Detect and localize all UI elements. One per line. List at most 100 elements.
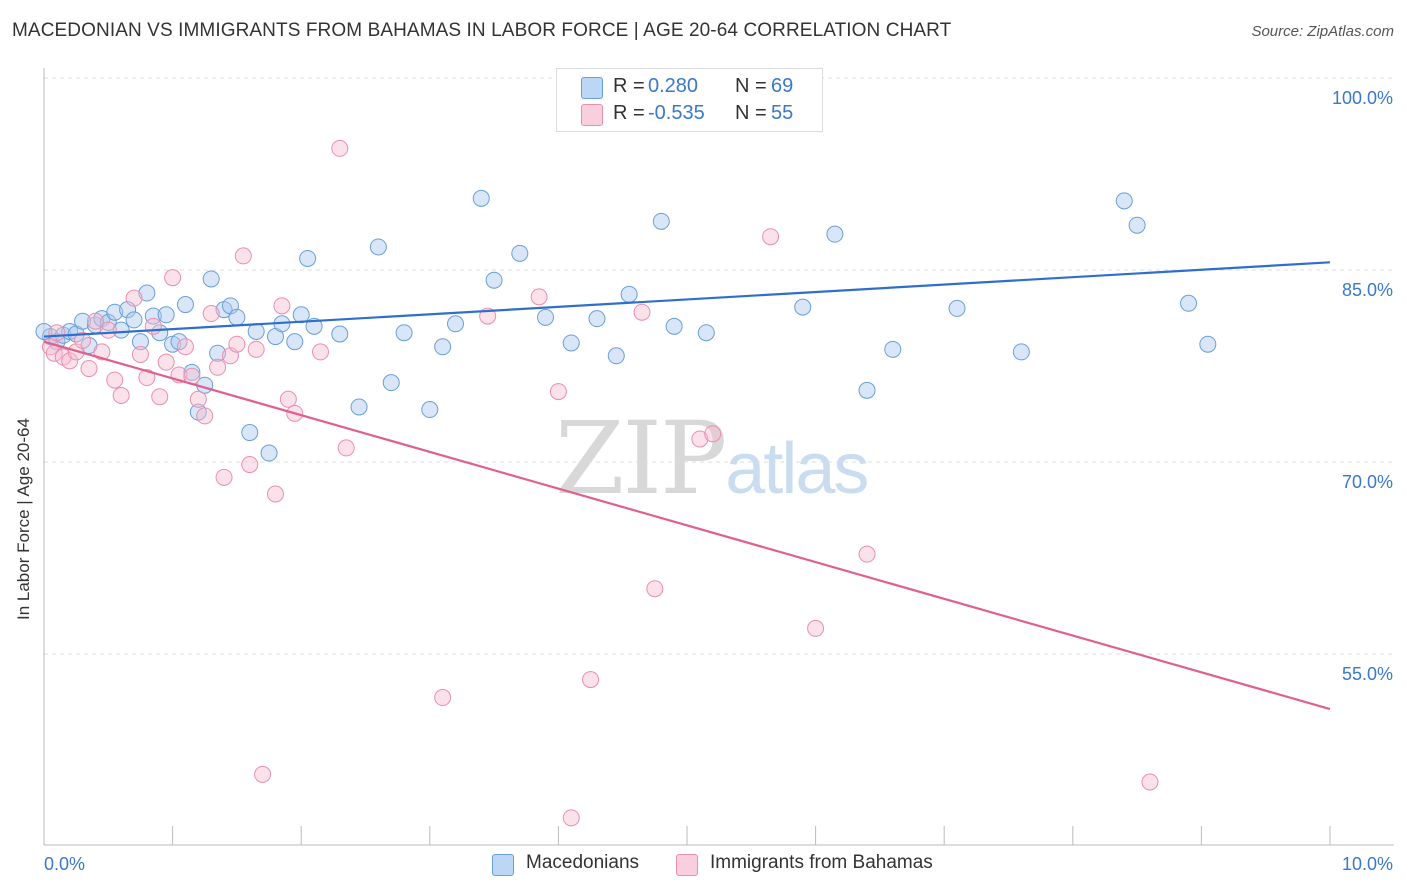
bahamas-point (241, 456, 259, 474)
bahamas-point (858, 545, 876, 563)
source-label[interactable]: Source: ZipAtlas.com (1251, 23, 1394, 40)
bahamas-point (157, 353, 175, 371)
r-label: R = (613, 75, 645, 97)
bahamas-point (176, 338, 194, 356)
chart-title: MACEDONIAN VS IMMIGRANTS FROM BAHAMAS IN… (12, 20, 952, 41)
macedonian-point (209, 344, 227, 362)
macedonian-point (144, 307, 162, 325)
bahamas-point (61, 352, 79, 370)
macedonian-point (138, 284, 156, 302)
bahamas-point (234, 247, 252, 265)
r-label: R = (613, 102, 645, 124)
x-tick-label: 10.0% (1342, 854, 1393, 874)
bahamas-point (189, 390, 207, 408)
bahamas-point (196, 407, 214, 425)
bahamas-point (106, 371, 124, 389)
macedonian-point (125, 311, 143, 329)
macedonian-point (131, 333, 149, 351)
macedonian-point (1115, 192, 1133, 210)
macedonian-point (183, 363, 201, 381)
watermark: ZIPatlas (555, 400, 869, 517)
macedonian-point (241, 424, 259, 442)
bahamas-point (215, 468, 233, 486)
y-axis-title: In Labor Force | Age 20-64 (14, 418, 33, 620)
macedonian-point (607, 347, 625, 365)
x-tick-label: 0.0% (44, 854, 85, 874)
bahamas-point (151, 388, 169, 406)
bahamas-point (138, 369, 156, 387)
macedonian-point (1012, 343, 1030, 361)
bahamas-point (125, 289, 143, 307)
bahamas-point (131, 345, 149, 363)
bahamas-point (530, 288, 548, 306)
macedonian-point (485, 271, 503, 289)
bahamas-point (549, 383, 567, 401)
bahamas-point (254, 765, 272, 783)
macedonian-point (395, 324, 413, 342)
bahamas-point (164, 269, 182, 287)
bahamas-point (266, 485, 284, 503)
bahamas-point (273, 297, 291, 315)
bahamas-point (807, 619, 825, 637)
macedonian-point (350, 398, 368, 416)
bahamas-point (691, 430, 709, 448)
bahamas-point (202, 305, 220, 323)
macedonian-point (652, 212, 670, 230)
series-legend: Macedonians Immigrants from Bahamas (0, 852, 1406, 878)
macedonian-point (369, 238, 387, 256)
macedonian-trend-line (43, 261, 1331, 338)
macedonian-point (112, 321, 130, 339)
macedonian-point (228, 308, 246, 326)
bahamas-point (86, 312, 104, 330)
macedonian-point (588, 310, 606, 328)
n-label: N = (735, 102, 767, 124)
macedonian-point (421, 401, 439, 419)
macedonian-point (620, 285, 638, 303)
macedonian-point (537, 308, 555, 326)
macedonian-point (260, 444, 278, 462)
legend-label: Immigrants from Bahamas (710, 852, 933, 873)
macedonian-point (176, 296, 194, 314)
macedonian-point (447, 315, 465, 333)
bahamas-point (74, 331, 92, 349)
y-tick-label: 85.0% (1342, 280, 1393, 300)
macedonian-point (1180, 294, 1198, 312)
macedonian-point (106, 303, 124, 321)
bahamas-point (112, 386, 130, 404)
y-tick-label: 55.0% (1342, 664, 1393, 684)
stats-legend: R = 0.280 N = 69 R = -0.535 N = 55 (556, 68, 823, 132)
macedonian-point (665, 317, 683, 335)
macedonian-point (305, 317, 323, 335)
bahamas-point (48, 324, 66, 342)
bahamas-point (704, 425, 722, 443)
macedonian-point (382, 374, 400, 392)
macedonian-point (511, 244, 529, 262)
n-value: 55 (771, 102, 794, 124)
blue-swatch-icon (492, 854, 514, 876)
legend-label: Macedonians (526, 852, 640, 873)
bahamas-point (247, 340, 265, 358)
bahamas-trend-line (43, 340, 1331, 711)
macedonian-point (202, 270, 220, 288)
bahamas-point (99, 321, 117, 339)
macedonian-point (1128, 216, 1146, 234)
macedonian-point (157, 306, 175, 324)
bahamas-point (582, 671, 600, 689)
bahamas-point (228, 335, 246, 353)
bahamas-point (434, 689, 452, 707)
bahamas-point (337, 439, 355, 457)
bahamas-point (209, 358, 227, 376)
macedonian-point (884, 340, 902, 358)
macedonian-point (562, 334, 580, 352)
pink-swatch-icon (676, 854, 698, 876)
blue-swatch-icon (581, 77, 603, 99)
macedonian-point (858, 381, 876, 399)
macedonian-point (299, 249, 317, 267)
r-value: -0.535 (648, 102, 705, 124)
macedonian-point (948, 299, 966, 317)
macedonian-point (697, 324, 715, 342)
bahamas-point (93, 343, 111, 361)
macedonian-point (247, 322, 265, 340)
r-value: 0.280 (648, 75, 699, 97)
